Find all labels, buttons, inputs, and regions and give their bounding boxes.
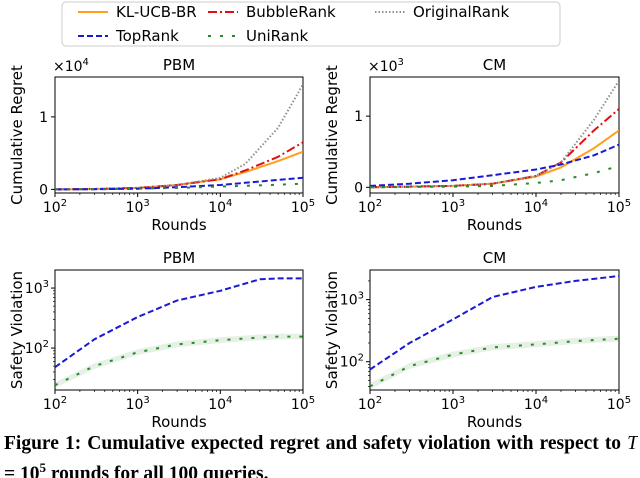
- y-tick-label-1: 103: [25, 279, 49, 297]
- y-tick-label-0: 0: [39, 182, 48, 198]
- series-line-kl-ucb-br: [370, 129, 619, 189]
- series-line-unirank: [55, 182, 303, 191]
- chart-title: CM: [483, 249, 506, 267]
- x-axis-label: Rounds: [467, 216, 522, 234]
- x-tick-label-0: 102: [43, 395, 67, 413]
- x-tick-label-2: 104: [208, 198, 232, 216]
- legend-label-2: OriginalRank: [413, 3, 509, 21]
- x-axis-label: Rounds: [467, 413, 522, 431]
- x-axis-label: Rounds: [151, 216, 206, 234]
- x-tick-label-3: 105: [607, 395, 631, 413]
- chart-title: CM: [483, 56, 506, 74]
- x-tick-label-1: 103: [126, 198, 150, 216]
- series-line-toprank: [370, 275, 619, 371]
- legend-label-4: UniRank: [246, 27, 308, 45]
- y-tick-label-1: 1: [354, 109, 363, 125]
- axes-frame: [54, 269, 304, 391]
- x-tick-label-1: 103: [441, 395, 465, 413]
- series-line-originalrank: [55, 83, 303, 191]
- chart-title: PBM: [163, 249, 195, 267]
- legend-label-3: TopRank: [115, 27, 179, 45]
- x-axis-label: Rounds: [151, 413, 206, 431]
- series-line-toprank: [55, 277, 303, 369]
- x-tick-label-1: 103: [441, 198, 465, 216]
- x-tick-label-2: 104: [208, 395, 232, 413]
- legend: KL-UCB-BR BubbleRank OriginalRank TopRank Un…: [61, 1, 561, 47]
- y-axis-label: Safety Violation: [8, 271, 26, 389]
- x-tick-label-0: 102: [358, 395, 382, 413]
- y-axis-label: Safety Violation: [323, 271, 341, 389]
- y-tick-label-1: 103: [340, 291, 364, 309]
- y-tick-label-0: 102: [340, 353, 364, 371]
- legend-label-0: KL-UCB-BR: [116, 3, 197, 21]
- figure-caption: Figure 1: Cumulative expected regret and…: [4, 433, 638, 478]
- y-tick-label-1: 1: [39, 110, 48, 126]
- x-tick-label-1: 103: [126, 395, 150, 413]
- y-tick-label-0: 0: [354, 180, 363, 196]
- x-tick-label-2: 104: [524, 395, 548, 413]
- x-tick-label-3: 105: [291, 198, 315, 216]
- axes-frame: [369, 269, 620, 391]
- series-line-unirank: [370, 165, 619, 189]
- series-band-1: [370, 335, 619, 390]
- series-line-toprank: [55, 176, 303, 191]
- axes-frame: [369, 76, 620, 194]
- figure: KL-UCB-BR BubbleRank OriginalRank TopRank Un…: [8, 1, 631, 431]
- x-tick-label-2: 104: [524, 198, 548, 216]
- series-line-originalrank: [370, 80, 619, 189]
- x-tick-label-0: 102: [358, 198, 382, 216]
- series-band-1: [55, 333, 303, 388]
- y-multiplier-label: ×103: [368, 57, 404, 75]
- series-line-bubblerank: [370, 108, 619, 189]
- axes-frame: [54, 76, 304, 194]
- chart-pbm-cumulative-regret: PBM Rounds Cumulative Regret 102 103 104 105 0 1…: [8, 56, 315, 234]
- chart-cm-cumulative-regret: CM Rounds Cumulative Regret 102 103 104 105 0 1 ×…: [323, 56, 631, 234]
- y-axis-label: Cumulative Regret: [8, 65, 26, 205]
- chart-title: PBM: [163, 56, 195, 74]
- x-tick-label-3: 105: [291, 395, 315, 413]
- x-tick-label-3: 105: [607, 198, 631, 216]
- y-multiplier-label: ×104: [53, 57, 89, 75]
- series-line-toprank: [370, 143, 619, 187]
- legend-label-1: BubbleRank: [246, 3, 336, 21]
- y-axis-label: Cumulative Regret: [323, 65, 341, 205]
- x-tick-label-0: 102: [43, 198, 67, 216]
- y-tick-label-0: 102: [25, 339, 49, 357]
